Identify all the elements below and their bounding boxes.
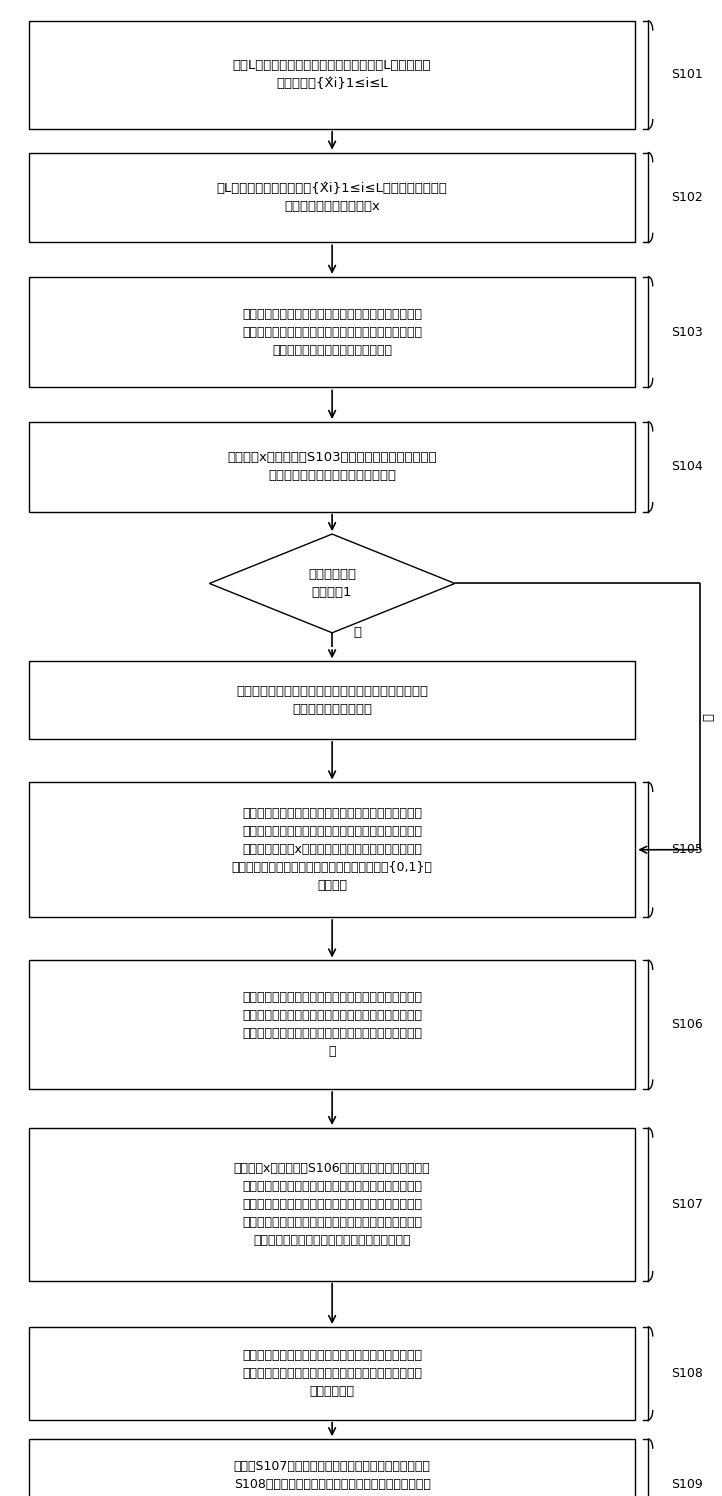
Text: 利用L个观测站中的阵列信号数据分别构造L个阵列输出
协方差矩阵{X̂i}1≤i≤L: 利用L个观测站中的阵列信号数据分别构造L个阵列输出 协方差矩阵{X̂i}1≤i≤… — [233, 60, 431, 90]
Text: 当检测到某个扇区或者子扇区内存在目标时，则在该扇
区或者子扇区内选取若干离散位置点，然后利用这些离
散位置点构造学习数据样本，用于训练多层前馈神经网
络: 当检测到某个扇区或者子扇区内存在目标时，则在该扇 区或者子扇区内选取若干离散位置… — [242, 992, 422, 1058]
Text: S103: S103 — [671, 326, 703, 338]
Text: 否: 否 — [703, 712, 716, 721]
Text: 是: 是 — [354, 625, 362, 639]
Bar — [29, 1128, 635, 1281]
Bar — [29, 960, 635, 1089]
Text: 将L个阵列输出协方差矩阵{X̂i}1≤i≤L汇聚在一起，并进
行数据预处理得到实向量x: 将L个阵列输出协方差矩阵{X̂i}1≤i≤L汇聚在一起，并进 行数据预处理得到实… — [217, 183, 448, 212]
Bar — [29, 661, 635, 739]
Bar — [29, 1327, 635, 1420]
Text: S102: S102 — [671, 191, 703, 203]
Text: 在每个子扇区内选取若干离散位置点，并利用这些离散
位置点构造学习数据样本，用于训练多层前馈神经网络
，然后将实向量x输入到该多层前馈神经网络中，以检
测每个子扇: 在每个子扇区内选取若干离散位置点，并利用这些离散 位置点构造学习数据样本，用于训… — [232, 808, 432, 892]
Text: S105: S105 — [671, 844, 703, 856]
Bar — [29, 21, 635, 129]
Polygon shape — [209, 534, 455, 633]
Text: S104: S104 — [671, 461, 703, 473]
Text: S108: S108 — [671, 1367, 703, 1379]
Text: 将该扇区进一步划分成若干子扇区，并确保每个子扇区
内最多仅包含一个目标: 将该扇区进一步划分成若干子扇区，并确保每个子扇区 内最多仅包含一个目标 — [236, 685, 428, 715]
Text: S106: S106 — [671, 1019, 703, 1031]
Bar — [29, 422, 635, 512]
Text: S107: S107 — [671, 1198, 703, 1210]
Text: 将步骤S107中进行空域滤波之后的数据向量输入到步骤
S108中所训练的径向基神经网络中，从而对扇区或者子
扇区内的目标进行直接定位: 将步骤S107中进行空域滤波之后的数据向量输入到步骤 S108中所训练的径向基神… — [234, 1460, 430, 1496]
Text: S101: S101 — [671, 69, 703, 81]
Text: 将实向量x输入到步骤S103中训练的多层前馈神经网络
中，以检测出每个扇区内的目标个数: 将实向量x输入到步骤S103中训练的多层前馈神经网络 中，以检测出每个扇区内的目… — [227, 452, 437, 482]
Bar — [29, 153, 635, 242]
Text: 将实向量x输入到步骤S106中训练的多层前馈神经网络
中，以对目标出现的扇区或者子扇区进行空域滤波，通
过空域滤波将扇区或者子扇区以外的目标信号数据滤除
，仅保: 将实向量x输入到步骤S106中训练的多层前馈神经网络 中，以对目标出现的扇区或者… — [234, 1162, 430, 1246]
Text: S109: S109 — [671, 1478, 703, 1490]
Bar — [29, 1439, 635, 1496]
Text: 将感兴趣的区域划分成若干扇区，并在每个扇区内选取
若干离散位置点，然后利用这些离散位置点构造学习数
据样本，用于训练多层前馈神经网络: 将感兴趣的区域划分成若干扇区，并在每个扇区内选取 若干离散位置点，然后利用这些离… — [242, 308, 422, 356]
Bar — [29, 782, 635, 917]
Bar — [29, 277, 635, 387]
Text: 在目标出现的扇区或者子扇区内选取若干离散位置点，
并利用这些离散位置点构造学习数据样本，用于训练径
向基神经网络: 在目标出现的扇区或者子扇区内选取若干离散位置点， 并利用这些离散位置点构造学习数… — [242, 1349, 422, 1397]
Text: 扇区内的目标
个数大于1: 扇区内的目标 个数大于1 — [308, 568, 356, 598]
